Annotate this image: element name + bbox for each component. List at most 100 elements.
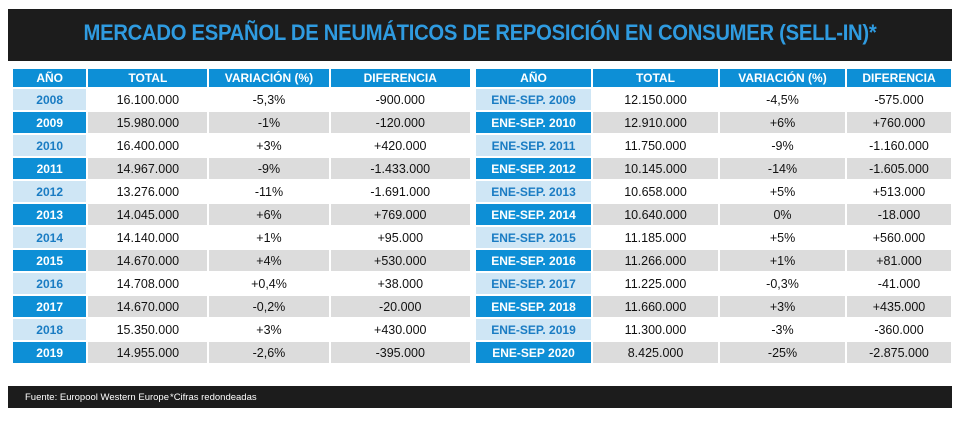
total-cell: 14.967.000: [88, 158, 208, 179]
year-cell: ENE-SEP. 2009: [476, 89, 591, 110]
footer: Fuente: Europool Western Europe *Cifras …: [8, 390, 952, 408]
year-cell: 2014: [13, 227, 87, 248]
year-cell: ENE-SEP 2020: [476, 342, 591, 363]
variation-cell: +5%: [720, 181, 845, 202]
table-row: ENE-SEP. 2013 10.658.000 +5% +513.000: [476, 181, 951, 202]
column-header-total: TOTAL: [88, 69, 208, 87]
total-cell: 10.145.000: [593, 158, 718, 179]
table-row: 2010 16.400.000 +3% +420.000: [13, 135, 470, 156]
variation-cell: +0,4%: [209, 273, 329, 294]
header-row: AÑO TOTAL VARIACIÓN (%) DIFERENCIA: [13, 69, 470, 87]
year-cell: 2018: [13, 319, 87, 340]
variation-cell: -25%: [720, 342, 845, 363]
table-row: 2009 15.980.000 -1% -120.000: [13, 112, 470, 133]
difference-cell: -20.000: [330, 296, 470, 317]
variation-cell: -2,6%: [209, 342, 329, 363]
total-cell: 11.266.000: [593, 250, 718, 271]
table-row: 2015 14.670.000 +4% +530.000: [13, 250, 470, 271]
variation-cell: +5%: [720, 227, 845, 248]
year-cell: ENE-SEP. 2016: [476, 250, 591, 271]
difference-cell: +420.000: [330, 135, 470, 156]
difference-cell: -395.000: [330, 342, 470, 363]
column-header-variation: VARIACIÓN (%): [209, 69, 329, 87]
source-note: Fuente: Europool Western Europe: [25, 392, 169, 403]
variation-cell: +6%: [720, 112, 845, 133]
year-cell: 2013: [13, 204, 87, 225]
variation-cell: -1%: [209, 112, 329, 133]
difference-cell: +430.000: [330, 319, 470, 340]
annual-rows: 2008 16.100.000 -5,3% -900.000 2009 15.980.00…: [13, 89, 470, 363]
column-header-difference: DIFERENCIA: [847, 69, 951, 87]
year-cell: 2008: [13, 89, 87, 110]
table-row: 2016 14.708.000 +0,4% +38.000: [13, 273, 470, 294]
year-cell: ENE-SEP. 2015: [476, 227, 591, 248]
year-cell: ENE-SEP. 2010: [476, 112, 591, 133]
table-row: ENE-SEP 2020 8.425.000 -25% -2.875.000: [476, 342, 951, 363]
column-header-year: AÑO: [476, 69, 591, 87]
year-cell: ENE-SEP. 2018: [476, 296, 591, 317]
year-cell: ENE-SEP. 2017: [476, 273, 591, 294]
difference-cell: +760.000: [847, 112, 951, 133]
year-cell: 2016: [13, 273, 87, 294]
difference-cell: -1.691.000: [330, 181, 470, 202]
variation-cell: -9%: [720, 135, 845, 156]
total-cell: 13.276.000: [88, 181, 208, 202]
variation-cell: -5,3%: [209, 89, 329, 110]
variation-cell: +3%: [720, 296, 845, 317]
total-cell: 14.045.000: [88, 204, 208, 225]
difference-cell: +95.000: [330, 227, 470, 248]
difference-cell: -360.000: [847, 319, 951, 340]
variation-cell: -14%: [720, 158, 845, 179]
variation-cell: +1%: [209, 227, 329, 248]
column-header-year: AÑO: [13, 69, 87, 87]
total-cell: 15.980.000: [88, 112, 208, 133]
total-cell: 11.300.000: [593, 319, 718, 340]
variation-cell: -0,2%: [209, 296, 329, 317]
variation-cell: -0,3%: [720, 273, 845, 294]
column-header-variation: VARIACIÓN (%): [720, 69, 845, 87]
total-cell: 14.708.000: [88, 273, 208, 294]
total-cell: 11.185.000: [593, 227, 718, 248]
year-cell: 2010: [13, 135, 87, 156]
year-cell: 2011: [13, 158, 87, 179]
year-cell: ENE-SEP. 2019: [476, 319, 591, 340]
table-row: ENE-SEP. 2010 12.910.000 +6% +760.000: [476, 112, 951, 133]
difference-cell: -1.433.000: [330, 158, 470, 179]
table-row: 2011 14.967.000 -9% -1.433.000: [13, 158, 470, 179]
annual-table: AÑO TOTAL VARIACIÓN (%) DIFERENCIA 2008 1…: [11, 67, 472, 365]
difference-cell: -1.605.000: [847, 158, 951, 179]
difference-cell: -120.000: [330, 112, 470, 133]
total-cell: 11.750.000: [593, 135, 718, 156]
ytd-table: AÑO TOTAL VARIACIÓN (%) DIFERENCIA ENE-S…: [474, 67, 953, 365]
total-cell: 14.670.000: [88, 250, 208, 271]
difference-cell: +513.000: [847, 181, 951, 202]
total-cell: 10.658.000: [593, 181, 718, 202]
year-cell: 2015: [13, 250, 87, 271]
total-cell: 12.150.000: [593, 89, 718, 110]
table-row: 2017 14.670.000 -0,2% -20.000: [13, 296, 470, 317]
total-cell: 15.350.000: [88, 319, 208, 340]
column-header-total: TOTAL: [593, 69, 718, 87]
total-cell: 14.955.000: [88, 342, 208, 363]
year-cell: ENE-SEP. 2013: [476, 181, 591, 202]
variation-cell: -11%: [209, 181, 329, 202]
table-row: 2019 14.955.000 -2,6% -395.000: [13, 342, 470, 363]
year-cell: ENE-SEP. 2014: [476, 204, 591, 225]
table-row: 2012 13.276.000 -11% -1.691.000: [13, 181, 470, 202]
total-cell: 14.670.000: [88, 296, 208, 317]
total-cell: 14.140.000: [88, 227, 208, 248]
table-row: ENE-SEP. 2015 11.185.000 +5% +560.000: [476, 227, 951, 248]
table-row: ENE-SEP. 2017 11.225.000 -0,3% -41.000: [476, 273, 951, 294]
difference-cell: +560.000: [847, 227, 951, 248]
total-cell: 11.660.000: [593, 296, 718, 317]
tables-area: AÑO TOTAL VARIACIÓN (%) DIFERENCIA 2008 1…: [8, 61, 952, 386]
table-row: ENE-SEP. 2016 11.266.000 +1% +81.000: [476, 250, 951, 271]
rounding-note: *Cifras redondeadas: [170, 392, 257, 403]
difference-cell: -18.000: [847, 204, 951, 225]
difference-cell: -900.000: [330, 89, 470, 110]
column-header-difference: DIFERENCIA: [330, 69, 470, 87]
difference-cell: +81.000: [847, 250, 951, 271]
variation-cell: +3%: [209, 319, 329, 340]
variation-cell: +4%: [209, 250, 329, 271]
table-row: ENE-SEP. 2009 12.150.000 -4,5% -575.000: [476, 89, 951, 110]
